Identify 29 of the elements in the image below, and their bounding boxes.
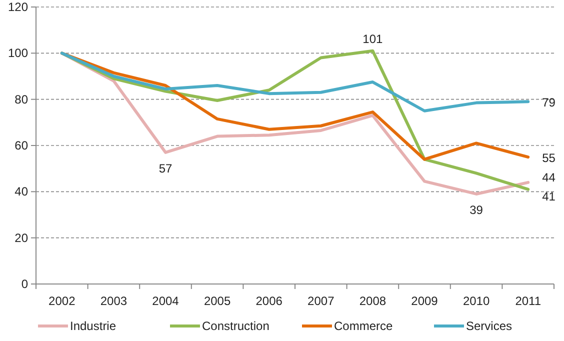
x-tick-label: 2011 [515, 294, 542, 308]
x-tick-label: 2006 [256, 294, 283, 308]
x-tick-label: 2009 [411, 294, 438, 308]
y-tick-label: 120 [8, 0, 28, 14]
legend-label: Construction [202, 319, 270, 333]
y-tick-label: 100 [8, 46, 28, 60]
x-tick-label: 2010 [462, 294, 490, 308]
x-tick-label: 2002 [48, 294, 76, 308]
y-tick-label: 40 [14, 184, 28, 199]
x-tick-label: 2003 [100, 294, 128, 308]
data-label: 55 [542, 151, 556, 166]
data-label: 101 [362, 32, 384, 46]
x-tick-label: 2008 [359, 294, 386, 308]
y-tick-label: 60 [14, 138, 28, 152]
data-label: 79 [542, 96, 556, 110]
x-tick-label: 2007 [308, 294, 335, 308]
data-label: 44 [542, 170, 556, 184]
legend-label: Services [466, 319, 512, 333]
x-tick-label: 2004 [152, 294, 180, 308]
x-tick-label: 2005 [204, 294, 231, 308]
y-tick-label: 20 [14, 230, 28, 245]
data-label: 41 [542, 189, 556, 204]
legend-label: Commerce [334, 319, 393, 333]
data-label: 57 [158, 161, 172, 176]
data-label: 39 [470, 202, 484, 217]
legend-label: Industrie [70, 319, 116, 333]
y-tick-label: 0 [21, 277, 28, 291]
y-tick-label: 80 [14, 92, 28, 106]
line-series [60, 52, 530, 112]
